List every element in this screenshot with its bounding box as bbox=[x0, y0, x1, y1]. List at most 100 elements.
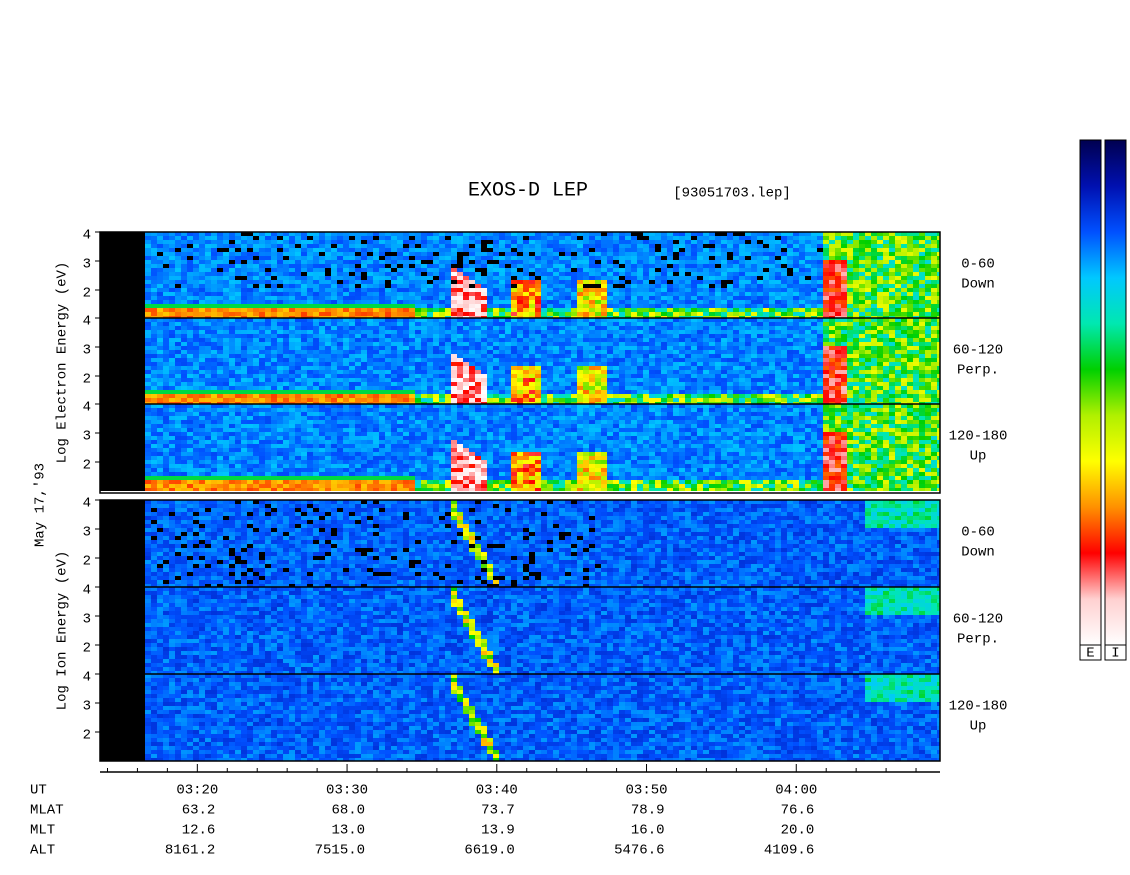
spectrum-cell bbox=[475, 370, 481, 374]
spectrum-cell bbox=[535, 350, 541, 354]
spectrum-cell bbox=[613, 248, 619, 252]
spectrum-cell bbox=[559, 232, 565, 236]
spectrum-cell bbox=[769, 296, 775, 300]
spectrum-cell bbox=[763, 236, 769, 240]
spectrum-cell bbox=[211, 260, 217, 264]
spectrum-cell bbox=[433, 304, 439, 308]
spectrum-cell bbox=[265, 358, 271, 362]
spectrum-cell bbox=[553, 276, 559, 280]
spectrum-cell bbox=[175, 326, 181, 330]
spectrum-cell bbox=[469, 244, 475, 248]
spectrum-cell bbox=[463, 354, 469, 358]
spectrum-cell bbox=[259, 252, 265, 256]
spectrum-cell bbox=[493, 390, 499, 394]
spectrum-cell bbox=[697, 346, 703, 350]
spectrum-cell bbox=[571, 394, 577, 398]
spectrum-cell bbox=[181, 292, 187, 296]
spectrum-cell bbox=[325, 232, 331, 236]
spectrum-cell bbox=[313, 370, 319, 374]
spectrum-cell bbox=[283, 342, 289, 346]
spectrum-cell bbox=[793, 264, 799, 268]
spectrum-cell bbox=[649, 292, 655, 296]
spectrum-cell bbox=[709, 240, 715, 244]
spectrum-cell bbox=[265, 366, 271, 370]
spectrum-cell bbox=[925, 248, 931, 252]
spectrum-cell bbox=[445, 256, 451, 260]
spectrum-cell bbox=[193, 304, 199, 308]
spectrum-cell bbox=[277, 338, 283, 342]
spectrum-cell bbox=[529, 292, 535, 296]
spectrum-cell bbox=[355, 268, 361, 272]
spectrum-cell bbox=[583, 296, 589, 300]
spectrum-cell bbox=[871, 296, 877, 300]
spectrum-cell bbox=[349, 354, 355, 358]
spectrum-cell bbox=[241, 304, 247, 308]
spectrum-cell bbox=[523, 358, 529, 362]
spectrum-cell bbox=[697, 358, 703, 362]
spectrum-cell bbox=[889, 236, 895, 240]
spectrum-cell bbox=[271, 346, 277, 350]
spectrum-cell bbox=[589, 268, 595, 272]
spectrum-cell bbox=[325, 378, 331, 382]
spectrum-cell bbox=[295, 308, 301, 312]
spectrum-cell bbox=[811, 272, 817, 276]
spectrum-cell bbox=[151, 252, 157, 256]
spectrum-cell bbox=[277, 264, 283, 268]
spectrum-cell bbox=[643, 366, 649, 370]
spectrum-cell bbox=[553, 318, 559, 322]
spectrum-cell bbox=[361, 354, 367, 358]
spectrum-cell bbox=[655, 308, 661, 312]
spectrum-cell bbox=[697, 318, 703, 322]
spectrum-cell bbox=[313, 288, 319, 292]
spectrum-cell bbox=[397, 288, 403, 292]
spectrum-cell bbox=[187, 330, 193, 334]
spectrum-cell bbox=[475, 330, 481, 334]
spectrum-cell bbox=[151, 292, 157, 296]
spectrum-cell bbox=[619, 386, 625, 390]
spectrum-cell bbox=[175, 398, 181, 402]
spectrum-cell bbox=[523, 308, 529, 312]
spectrum-cell bbox=[313, 260, 319, 264]
spectrum-cell bbox=[793, 236, 799, 240]
spectrum-cell bbox=[625, 272, 631, 276]
spectrum-cell bbox=[457, 252, 463, 256]
spectrum-cell bbox=[313, 308, 319, 312]
spectrum-cell bbox=[439, 256, 445, 260]
spectrum-cell bbox=[421, 358, 427, 362]
spectrum-cell bbox=[253, 268, 259, 272]
spectrum-cell bbox=[631, 236, 637, 240]
spectrum-cell bbox=[625, 308, 631, 312]
spectrum-cell bbox=[631, 248, 637, 252]
spectrum-cell bbox=[385, 264, 391, 268]
spectrum-cell bbox=[781, 272, 787, 276]
spectrum-cell bbox=[793, 256, 799, 260]
spectrum-cell bbox=[937, 312, 940, 316]
spectrum-cell bbox=[619, 276, 625, 280]
spectrum-cell bbox=[535, 232, 541, 236]
spectrum-cell bbox=[679, 358, 685, 362]
spectrum-cell bbox=[667, 312, 673, 316]
spectrum-cell bbox=[217, 268, 223, 272]
spectrum-cell bbox=[241, 354, 247, 358]
spectrum-cell bbox=[217, 326, 223, 330]
spectrum-cell bbox=[859, 264, 865, 268]
spectrum-cell bbox=[805, 252, 811, 256]
spectrum-cell bbox=[529, 338, 535, 342]
spectrum-cell bbox=[799, 288, 805, 292]
spectrum-cell bbox=[547, 390, 553, 394]
spectrum-cell bbox=[433, 362, 439, 366]
spectrum-cell bbox=[217, 244, 223, 248]
spectrum-cell bbox=[175, 264, 181, 268]
spectrum-cell bbox=[457, 350, 463, 354]
spectrum-cell bbox=[655, 304, 661, 308]
spectrum-cell bbox=[625, 370, 631, 374]
spectrum-cell bbox=[817, 232, 823, 236]
spectrum-cell bbox=[595, 296, 601, 300]
spectrum-cell bbox=[433, 346, 439, 350]
spectrum-cell bbox=[685, 322, 691, 326]
spectrum-cell bbox=[703, 346, 709, 350]
spectrum-cell bbox=[223, 366, 229, 370]
spectrum-cell bbox=[535, 338, 541, 342]
spectrum-cell bbox=[571, 354, 577, 358]
spectrum-cell bbox=[883, 272, 889, 276]
